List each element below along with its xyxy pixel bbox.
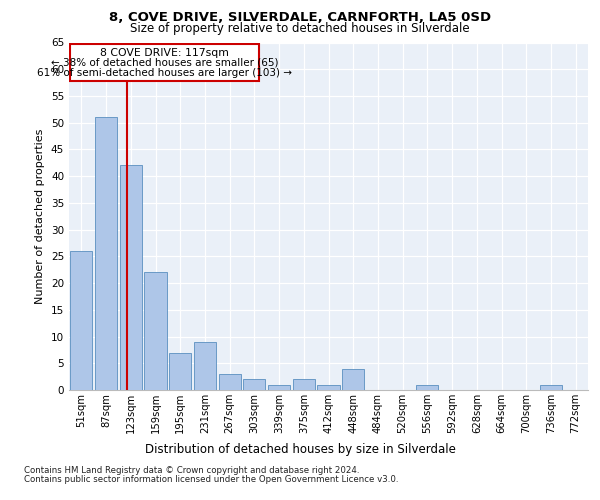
Bar xyxy=(416,384,439,390)
Text: 8 COVE DRIVE: 117sqm: 8 COVE DRIVE: 117sqm xyxy=(100,48,229,58)
Y-axis label: Number of detached properties: Number of detached properties xyxy=(35,128,46,304)
Bar xyxy=(342,368,364,390)
Text: Size of property relative to detached houses in Silverdale: Size of property relative to detached ho… xyxy=(130,22,470,35)
Bar xyxy=(95,118,117,390)
Text: ← 38% of detached houses are smaller (65): ← 38% of detached houses are smaller (65… xyxy=(51,58,278,68)
Bar xyxy=(70,251,92,390)
Bar xyxy=(145,272,167,390)
Bar xyxy=(169,352,191,390)
Text: Distribution of detached houses by size in Silverdale: Distribution of detached houses by size … xyxy=(145,442,455,456)
Text: Contains public sector information licensed under the Open Government Licence v3: Contains public sector information licen… xyxy=(24,475,398,484)
Bar xyxy=(194,342,216,390)
Bar xyxy=(317,384,340,390)
Bar xyxy=(268,384,290,390)
Text: 8, COVE DRIVE, SILVERDALE, CARNFORTH, LA5 0SD: 8, COVE DRIVE, SILVERDALE, CARNFORTH, LA… xyxy=(109,11,491,24)
Text: Contains HM Land Registry data © Crown copyright and database right 2024.: Contains HM Land Registry data © Crown c… xyxy=(24,466,359,475)
Bar xyxy=(293,380,315,390)
Bar xyxy=(70,44,259,81)
Bar xyxy=(218,374,241,390)
Bar xyxy=(243,380,265,390)
Text: 61% of semi-detached houses are larger (103) →: 61% of semi-detached houses are larger (… xyxy=(37,68,292,78)
Bar xyxy=(540,384,562,390)
Bar xyxy=(119,166,142,390)
